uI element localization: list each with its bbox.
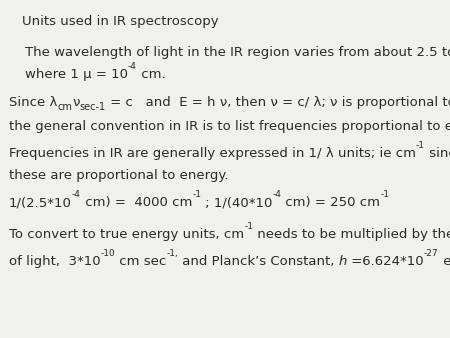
Text: -4: -4: [128, 62, 137, 71]
Text: = c   and  E = h ν, then ν = c/ λ; ν is proportional to 1/ λ,: = c and E = h ν, then ν = c/ λ; ν is pro…: [106, 96, 450, 109]
Text: -1: -1: [192, 190, 201, 199]
Text: cm.: cm.: [137, 68, 165, 80]
Text: =6.624*10: =6.624*10: [347, 255, 424, 268]
Text: these are proportional to energy.: these are proportional to energy.: [9, 169, 229, 182]
Text: needs to be multiplied by the speed: needs to be multiplied by the speed: [253, 228, 450, 241]
Text: the general convention in IR is to list frequencies proportional to energy.: the general convention in IR is to list …: [9, 120, 450, 133]
Text: and Planck’s Constant,: and Planck’s Constant,: [178, 255, 339, 268]
Text: Since λ: Since λ: [9, 96, 58, 109]
Text: -4: -4: [273, 190, 281, 199]
Text: since: since: [425, 147, 450, 160]
Text: -4: -4: [72, 190, 81, 199]
Text: h: h: [339, 255, 347, 268]
Text: cm sec: cm sec: [115, 255, 166, 268]
Text: 1/(2.5*10: 1/(2.5*10: [9, 196, 72, 209]
Text: -1: -1: [380, 190, 389, 199]
Text: -1,: -1,: [166, 249, 178, 258]
Text: To convert to true energy units, cm: To convert to true energy units, cm: [9, 228, 244, 241]
Text: -27: -27: [424, 249, 439, 258]
Text: -1: -1: [416, 141, 425, 150]
Text: where 1 μ = 10: where 1 μ = 10: [25, 68, 128, 80]
Text: -10: -10: [101, 249, 115, 258]
Text: erg sec: erg sec: [439, 255, 450, 268]
Text: -1: -1: [244, 222, 253, 231]
Text: cm) = 250 cm: cm) = 250 cm: [281, 196, 380, 209]
Text: The wavelength of light in the IR region varies from about 2.5 to 40 μ: The wavelength of light in the IR region…: [25, 46, 450, 58]
Text: sec-1: sec-1: [80, 102, 106, 113]
Text: cm: cm: [58, 102, 72, 113]
Text: ν: ν: [72, 96, 80, 109]
Text: Frequencies in IR are generally expressed in 1/ λ units; ie cm: Frequencies in IR are generally expresse…: [9, 147, 416, 160]
Text: Units used in IR spectroscopy: Units used in IR spectroscopy: [22, 15, 219, 28]
Text: ; 1/(40*10: ; 1/(40*10: [201, 196, 273, 209]
Text: cm) =  4000 cm: cm) = 4000 cm: [81, 196, 192, 209]
Text: of light,  3*10: of light, 3*10: [9, 255, 101, 268]
